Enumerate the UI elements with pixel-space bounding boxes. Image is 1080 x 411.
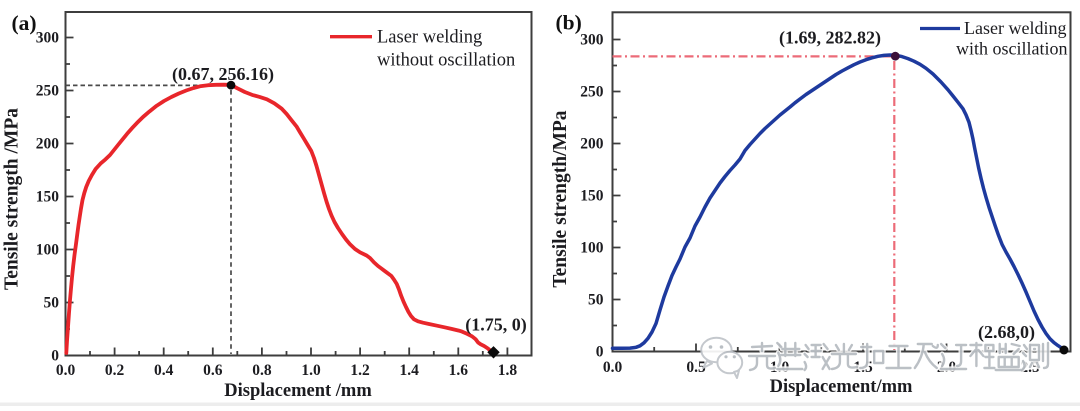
svg-text:0: 0 [596, 344, 604, 361]
svg-text:150: 150 [36, 189, 60, 206]
svg-text:100: 100 [36, 242, 60, 259]
svg-text:1.6: 1.6 [449, 362, 469, 379]
svg-text:0.2: 0.2 [105, 362, 125, 379]
svg-text:1.4: 1.4 [400, 362, 420, 379]
svg-text:300: 300 [580, 32, 604, 49]
svg-text:Tensile strength /MPa: Tensile strength /MPa [2, 108, 23, 290]
svg-text:50: 50 [44, 295, 60, 312]
svg-text:250: 250 [580, 84, 604, 101]
svg-text:without oscillation: without oscillation [377, 51, 515, 71]
svg-text:0.6: 0.6 [203, 362, 223, 379]
svg-text:300: 300 [36, 30, 60, 47]
svg-text:Tensile strength/MPa: Tensile strength/MPa [550, 110, 571, 287]
svg-text:50: 50 [588, 292, 604, 309]
svg-text:0.8: 0.8 [252, 362, 272, 379]
svg-text:0.5: 0.5 [686, 359, 706, 376]
svg-text:0: 0 [51, 348, 59, 365]
svg-text:200: 200 [580, 136, 604, 153]
svg-text:250: 250 [36, 83, 60, 100]
svg-text:0.0: 0.0 [603, 359, 623, 376]
svg-text:(1.75, 0): (1.75, 0) [465, 315, 527, 336]
svg-text:0.0: 0.0 [56, 362, 76, 379]
svg-text:Laser welding: Laser welding [964, 18, 1066, 38]
svg-text:Displacement/mm: Displacement/mm [770, 377, 913, 397]
svg-text:0.4: 0.4 [154, 362, 174, 379]
svg-text:(1.69, 282.82): (1.69, 282.82) [779, 28, 881, 49]
svg-text:150: 150 [580, 188, 604, 205]
svg-text:Laser welding: Laser welding [377, 28, 482, 48]
svg-text:Displacement /mm: Displacement /mm [224, 381, 372, 401]
svg-text:with oscillation: with oscillation [956, 39, 1068, 59]
svg-text:(2.68,0): (2.68,0) [978, 322, 1035, 343]
svg-text:(b): (b) [556, 11, 582, 35]
svg-text:1.2: 1.2 [350, 362, 370, 379]
svg-text:200: 200 [36, 136, 60, 153]
svg-text:(a): (a) [12, 11, 37, 35]
svg-text:(0.67, 256.16): (0.67, 256.16) [172, 64, 274, 85]
svg-text:1.8: 1.8 [498, 362, 518, 379]
svg-text:100: 100 [580, 240, 604, 257]
svg-text:1.0: 1.0 [301, 362, 321, 379]
